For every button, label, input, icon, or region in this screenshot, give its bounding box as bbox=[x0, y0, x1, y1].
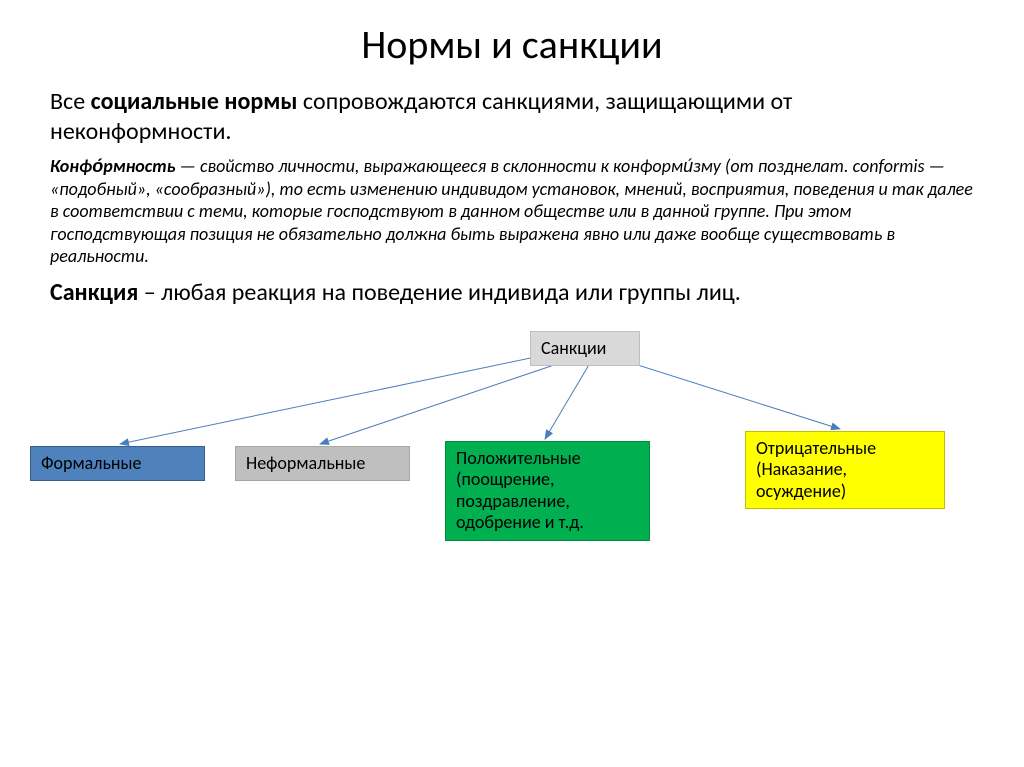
slide: Нормы и санкции Все социальные нормы соп… bbox=[0, 0, 1024, 596]
sanction-term: Санкция bbox=[50, 278, 138, 307]
intro-paragraph: Все социальные нормы сопровождаются санк… bbox=[50, 87, 974, 147]
conformity-term: Конфо́рмность bbox=[50, 155, 176, 177]
diagram-node-formal: Формальные bbox=[30, 446, 205, 482]
sanction-body: – любая реакция на поведение индивида ил… bbox=[138, 278, 741, 307]
page-title: Нормы и санкции bbox=[50, 20, 974, 69]
diagram-node-positive: Положительные (поощрение, поздравление, … bbox=[445, 441, 650, 541]
diagram-root-node: Санкции bbox=[530, 331, 640, 367]
sanction-definition: Санкция – любая реакция на поведение инд… bbox=[50, 278, 974, 308]
sanctions-diagram: СанкцииФормальныеНеформальныеПоложительн… bbox=[50, 316, 974, 596]
diagram-node-negative: Отрицательные (Наказание, осуждение) bbox=[745, 431, 945, 510]
diagram-edge bbox=[625, 361, 840, 429]
diagram-edge bbox=[120, 356, 540, 444]
intro-prefix: Все bbox=[50, 87, 91, 116]
conformity-definition: Конфо́рмность — свойство личности, выраж… bbox=[50, 155, 974, 268]
diagram-edge bbox=[320, 363, 560, 444]
intro-bold: социальные нормы bbox=[91, 87, 298, 116]
conformity-body: — свойство личности, выражающееся в скло… bbox=[50, 155, 973, 267]
diagram-node-informal: Неформальные bbox=[235, 446, 410, 482]
diagram-edge bbox=[545, 363, 590, 439]
